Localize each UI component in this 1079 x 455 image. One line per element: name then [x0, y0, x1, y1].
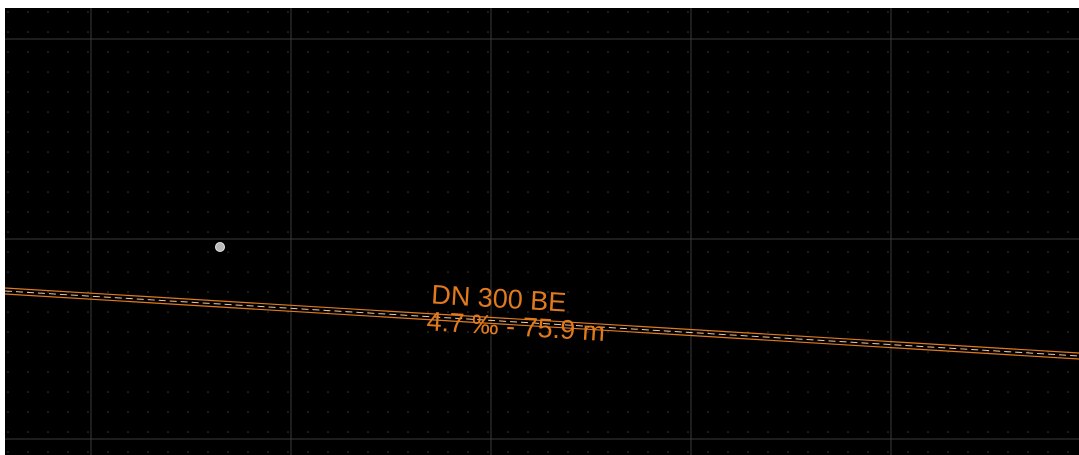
circle-node-icon[interactable] — [215, 242, 225, 252]
dot-grid — [5, 8, 1079, 455]
pipe-centerline — [5, 290, 1079, 357]
cad-viewport[interactable]: DN 300 BE 4.7 ‰ - 75.9 m — [5, 8, 1079, 455]
pipe-segment[interactable] — [5, 287, 1079, 360]
major-grid — [5, 8, 1079, 455]
pipe-edge-top — [5, 287, 1079, 354]
drawing-canvas[interactable]: DN 300 BE 4.7 ‰ - 75.9 m — [5, 8, 1079, 455]
pipe-edge-bottom — [5, 293, 1079, 360]
